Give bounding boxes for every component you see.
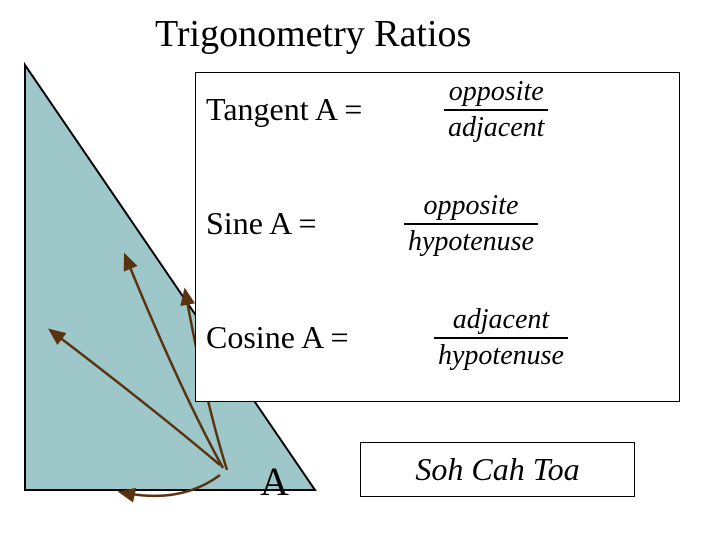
cosine-fraction: adjacent hypotenuse (434, 305, 568, 370)
page-title: Trigonometry Ratios (155, 12, 471, 56)
formula-box: Tangent A = opposite adjacent Sine A = o… (195, 72, 680, 402)
cosine-label: Cosine A = (206, 319, 349, 356)
mnemonic-box: Soh Cah Toa (360, 442, 635, 497)
tangent-label: Tangent A = (206, 91, 362, 128)
sine-numerator: opposite (420, 191, 523, 220)
sine-label: Sine A = (206, 205, 317, 242)
cosine-denominator: hypotenuse (434, 341, 568, 370)
formula-tangent: Tangent A = opposite adjacent (206, 91, 362, 128)
angle-label-a: A (260, 458, 289, 505)
tangent-numerator: opposite (445, 77, 548, 106)
mnemonic-text: Soh Cah Toa (415, 451, 579, 488)
fraction-bar (404, 223, 538, 225)
formula-sine: Sine A = opposite hypotenuse (206, 205, 317, 242)
sine-denominator: hypotenuse (404, 227, 538, 256)
cosine-numerator: adjacent (449, 305, 553, 334)
tangent-denominator: adjacent (444, 113, 548, 142)
tangent-fraction: opposite adjacent (444, 77, 548, 142)
fraction-bar (434, 337, 568, 339)
fraction-bar (444, 109, 548, 111)
sine-fraction: opposite hypotenuse (404, 191, 538, 256)
formula-cosine: Cosine A = adjacent hypotenuse (206, 319, 349, 356)
